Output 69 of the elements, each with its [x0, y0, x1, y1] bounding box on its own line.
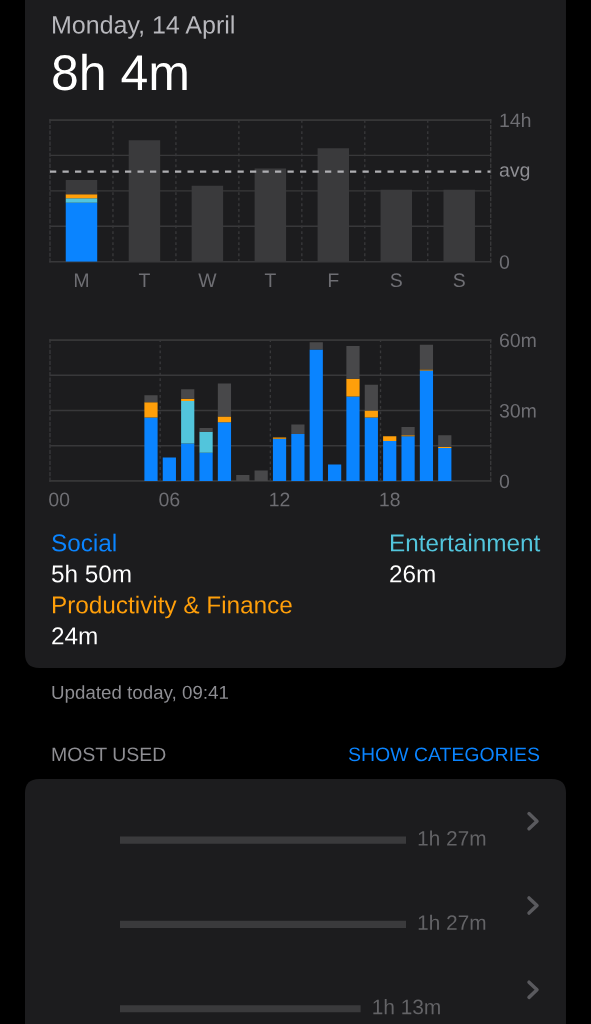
bar [199, 431, 213, 453]
bar [144, 395, 158, 403]
data-label: 1h 27m [418, 830, 486, 846]
bar [401, 436, 415, 481]
text: 5h 50m [51, 564, 131, 583]
bar [181, 443, 195, 481]
chart-title: Monday, 14 April [53, 15, 234, 39]
x-tick-label: 12 [270, 492, 290, 507]
x-tick-label: 00 [49, 492, 70, 507]
bar [328, 464, 342, 481]
bar [346, 345, 360, 379]
bar [199, 428, 213, 432]
bar [291, 434, 305, 481]
bar [419, 370, 434, 481]
x-tick-label: W [198, 273, 217, 287]
bar [272, 438, 287, 481]
bar [438, 435, 452, 447]
y-tick-label: 0 [499, 255, 510, 269]
bar [346, 396, 360, 481]
bar [401, 426, 415, 436]
bar [309, 349, 323, 481]
x-tick-label: T [264, 273, 276, 287]
bar [383, 436, 397, 442]
x-tick-label: 18 [380, 492, 400, 507]
bar [162, 457, 176, 481]
bar [236, 475, 250, 481]
x-tick-label: S [453, 273, 465, 288]
bar [181, 401, 195, 444]
bar [383, 441, 397, 481]
text: 26m [390, 565, 435, 583]
bar [217, 383, 232, 417]
y-tick-label: 60m [500, 333, 536, 348]
bar [419, 344, 434, 370]
bar [65, 194, 98, 199]
x-tick-label: T [138, 273, 150, 287]
text: Updated today, 09:41 [52, 685, 229, 703]
bar [309, 342, 323, 350]
data-label: 1h 27m [418, 914, 486, 930]
bar [65, 202, 98, 262]
bar [144, 417, 158, 481]
bar [181, 389, 195, 399]
data-label: 1h 13m [373, 999, 440, 1015]
text: SHOW CATEGORIES [348, 747, 540, 762]
x-tick-label: 06 [159, 492, 180, 507]
text: 24m [52, 627, 97, 645]
ref-line-label: avg [499, 166, 530, 181]
x-tick-label: F [328, 273, 339, 287]
bar [438, 448, 452, 481]
y-tick-label: 30m [499, 403, 536, 418]
bar [364, 384, 378, 411]
text: Social [52, 533, 116, 552]
bar [199, 452, 213, 481]
bar [144, 402, 158, 418]
bar [254, 470, 268, 481]
chart-title: MOST USED [52, 747, 166, 762]
bar [364, 417, 378, 481]
bar [364, 410, 378, 418]
bar [291, 424, 305, 434]
x-tick-label: M [74, 273, 88, 287]
chart-subtitle: 8h 4m [53, 53, 187, 91]
text: Entertainment [390, 533, 541, 552]
y-tick-label: 14h [500, 112, 531, 128]
text: Productivity & Finance [52, 595, 292, 619]
y-tick-label: 0 [499, 474, 510, 489]
x-tick-label: S [390, 273, 402, 288]
bar [217, 422, 232, 481]
bar [65, 198, 98, 203]
bar [217, 416, 232, 423]
bar [346, 378, 360, 397]
